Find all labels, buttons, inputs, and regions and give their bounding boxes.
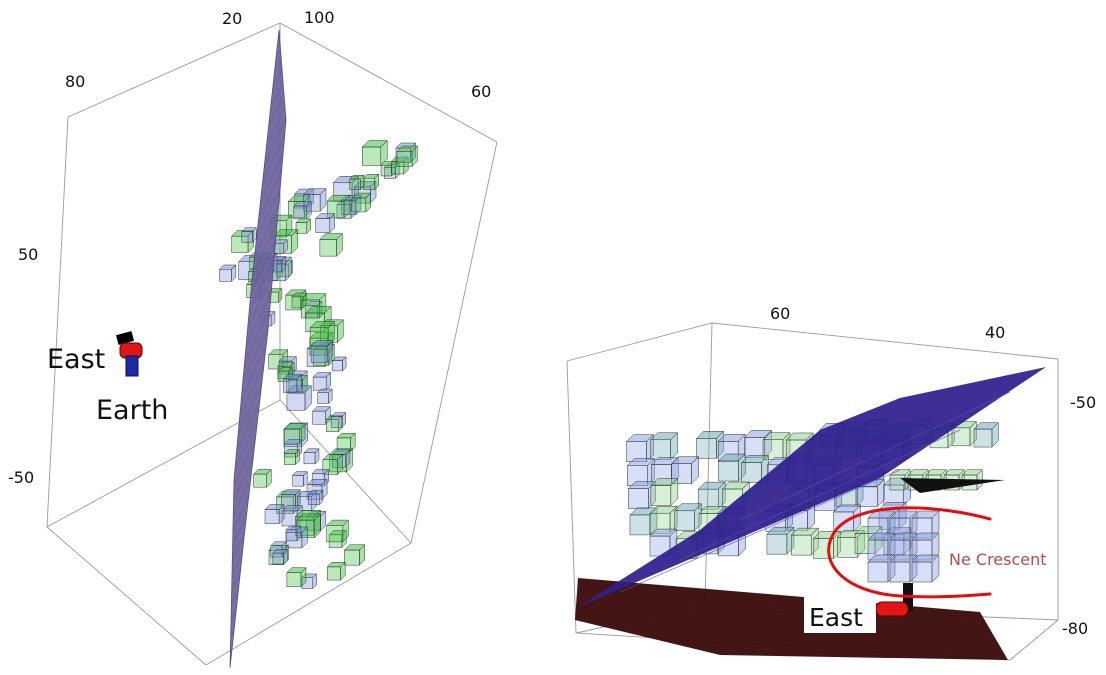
left-voxel [283,448,301,466]
left-voxel [310,339,334,363]
left-separating-plane [229,29,287,669]
right-voxel [961,469,983,491]
left-voxel [319,232,344,257]
left-voxel [395,142,417,164]
right-tick-top-b: 40 [985,323,1005,342]
left-voxel [316,388,333,405]
left-tick-side-upper: 50 [18,245,38,264]
right-plane-grid [619,391,1011,593]
left-voxel [307,489,324,506]
left-earth-label: Earth [96,395,168,426]
right-voxel [951,420,977,447]
right-voxel [627,481,656,510]
right-voxel [812,530,842,560]
left-voxel [286,385,312,411]
left-tick-side-lower: -50 [8,468,34,487]
left-voxel [292,470,308,487]
left-voxel [293,200,312,220]
right-voxel [911,532,940,561]
right-tick-top-a: 60 [770,304,790,323]
left-east-marker [115,331,143,377]
right-blue-plane [578,367,1046,607]
right-tick-side-upper: -50 [1070,393,1096,412]
right-east-label: East [809,603,863,632]
left-voxel [280,489,301,510]
right-voxel [697,481,726,510]
left-voxel [349,174,365,191]
left-voxel [272,548,289,565]
right-voxel [625,434,655,463]
left-voxel [351,192,372,213]
right-tick-side-lower: -80 [1062,619,1088,638]
left-voxel [331,356,347,372]
right-voxel [790,527,819,556]
left-voxel [252,468,272,488]
right-voxel [649,432,679,461]
left-voxel [312,371,332,391]
left-tick-top-b: 100 [304,8,335,27]
left-voxel [326,561,346,581]
left-voxel [303,448,320,465]
left-tick-top-a: 20 [222,9,242,28]
left-voxel [380,160,397,177]
right-dark-wedge [900,478,1005,493]
right-voxel [973,422,999,448]
left-voxel [295,218,312,235]
right-east-marker [875,583,913,617]
left-voxel [361,139,388,167]
right-voxel [740,454,770,484]
left-voxel [285,525,302,542]
right-voxel [650,477,679,507]
right-voxel [911,554,940,583]
right-voxel [766,526,795,555]
left-voxel [343,544,366,566]
left-voxel [390,156,409,175]
right-voxel [695,430,725,459]
left-voxel [362,173,380,191]
left-voxel [396,145,418,167]
left-voxel [231,229,255,254]
left-voxel [328,529,347,549]
left-voxel [302,188,327,212]
left-voxel [218,264,237,282]
left-voxel [301,573,318,590]
right-east-label-bg [804,597,876,633]
left-voxel [286,567,307,588]
right-annotation-label: Ne Crescent [949,550,1047,569]
left-voxel [309,331,334,356]
right-voxel [889,469,911,491]
left-east-label: East [47,344,105,375]
right-brown-plane [575,578,1008,660]
left-voxel [282,373,303,394]
left-tick-top-right: 60 [471,82,491,101]
right-voxel [836,529,865,558]
right-voxel [626,458,655,487]
right-annotation-circle [827,506,992,599]
left-voxel [326,519,350,543]
left-voxel [315,213,336,234]
left-voxel [330,412,347,428]
left-voxel [336,432,356,452]
right-voxel [743,429,773,459]
right-voxel [649,505,678,534]
right-voxel [673,503,702,532]
left-voxel [241,227,257,243]
left-tick-top-left: 80 [65,72,85,91]
left-voxel [291,292,308,309]
left-voxel [264,503,285,525]
